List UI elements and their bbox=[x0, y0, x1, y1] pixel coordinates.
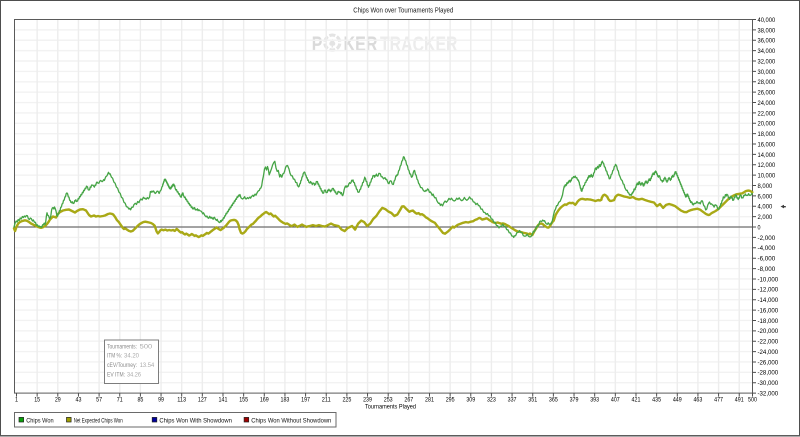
svg-text:99: 99 bbox=[158, 396, 164, 403]
svg-text:36,000: 36,000 bbox=[758, 38, 776, 45]
svg-text:2,000: 2,000 bbox=[758, 214, 773, 221]
svg-text:15: 15 bbox=[34, 396, 40, 403]
svg-text:8,000: 8,000 bbox=[758, 183, 773, 190]
svg-text:P: P bbox=[312, 32, 323, 56]
svg-text:34.20: 34.20 bbox=[124, 353, 139, 360]
svg-text:71: 71 bbox=[117, 396, 123, 403]
svg-text:26,000: 26,000 bbox=[758, 90, 776, 97]
svg-text:-22,000: -22,000 bbox=[758, 339, 779, 346]
svg-text:337: 337 bbox=[508, 396, 517, 403]
svg-text:323: 323 bbox=[487, 396, 496, 403]
svg-text:351: 351 bbox=[528, 396, 537, 403]
svg-text:-28,000: -28,000 bbox=[758, 370, 779, 377]
svg-text:113: 113 bbox=[177, 396, 186, 403]
svg-text:491: 491 bbox=[735, 396, 744, 403]
svg-text:-6,000: -6,000 bbox=[758, 256, 776, 263]
svg-text:-10,000: -10,000 bbox=[758, 276, 779, 283]
svg-text:85: 85 bbox=[137, 396, 143, 403]
svg-text:0: 0 bbox=[758, 224, 761, 231]
svg-text:-2,000: -2,000 bbox=[758, 235, 776, 242]
svg-text:13.54: 13.54 bbox=[140, 362, 155, 369]
svg-text:-16,000: -16,000 bbox=[758, 307, 779, 314]
svg-text:ITM %:: ITM %: bbox=[107, 353, 122, 360]
svg-text:Chips Won Without Showdown: Chips Won Without Showdown bbox=[251, 417, 331, 424]
svg-text:34,000: 34,000 bbox=[758, 48, 776, 55]
svg-text:267: 267 bbox=[404, 396, 413, 403]
svg-text:30,000: 30,000 bbox=[758, 69, 776, 76]
svg-text:Tournaments:: Tournaments: bbox=[107, 343, 137, 350]
svg-text:211: 211 bbox=[322, 396, 331, 403]
svg-text:-30,000: -30,000 bbox=[758, 380, 779, 387]
svg-text:Chips Won: Chips Won bbox=[26, 417, 54, 424]
svg-text:4,000: 4,000 bbox=[758, 204, 773, 211]
svg-text:-18,000: -18,000 bbox=[758, 318, 779, 325]
svg-text:18,000: 18,000 bbox=[758, 131, 776, 138]
svg-text:1: 1 bbox=[15, 396, 18, 403]
svg-text:29: 29 bbox=[55, 396, 61, 403]
svg-text:TRACKER: TRACKER bbox=[380, 32, 458, 56]
svg-text:57: 57 bbox=[96, 396, 102, 403]
svg-text:435: 435 bbox=[652, 396, 661, 403]
svg-text:407: 407 bbox=[611, 396, 620, 403]
svg-text:24,000: 24,000 bbox=[758, 100, 776, 107]
svg-text:155: 155 bbox=[239, 396, 248, 403]
svg-text:Chips Won over Tournaments Pla: Chips Won over Tournaments Played bbox=[353, 5, 453, 14]
svg-text:183: 183 bbox=[280, 396, 289, 403]
svg-text:32,000: 32,000 bbox=[758, 58, 776, 65]
svg-text:253: 253 bbox=[384, 396, 393, 403]
svg-text:20,000: 20,000 bbox=[758, 121, 776, 128]
svg-text:-26,000: -26,000 bbox=[758, 359, 779, 366]
svg-text:12,000: 12,000 bbox=[758, 162, 776, 169]
svg-text:KER: KER bbox=[344, 32, 378, 56]
svg-text:393: 393 bbox=[590, 396, 599, 403]
svg-text:-20,000: -20,000 bbox=[758, 328, 779, 335]
svg-text:43: 43 bbox=[76, 396, 82, 403]
svg-text:Tournaments Played: Tournaments Played bbox=[365, 404, 416, 411]
svg-text:14,000: 14,000 bbox=[758, 152, 776, 159]
svg-text:-32,000: -32,000 bbox=[758, 391, 779, 398]
svg-text:421: 421 bbox=[632, 396, 641, 403]
svg-text:16,000: 16,000 bbox=[758, 141, 776, 148]
svg-text:477: 477 bbox=[714, 396, 723, 403]
svg-text:295: 295 bbox=[446, 396, 455, 403]
svg-text:500: 500 bbox=[748, 396, 757, 403]
svg-text:-8,000: -8,000 bbox=[758, 266, 776, 273]
svg-text:309: 309 bbox=[466, 396, 475, 403]
svg-text:-24,000: -24,000 bbox=[758, 349, 779, 356]
svg-text:239: 239 bbox=[363, 396, 372, 403]
svg-text:-14,000: -14,000 bbox=[758, 297, 779, 304]
svg-text:500: 500 bbox=[140, 343, 153, 350]
svg-text:127: 127 bbox=[198, 396, 207, 403]
svg-text:449: 449 bbox=[673, 396, 682, 403]
svg-text:40,000: 40,000 bbox=[758, 17, 776, 24]
svg-text:6,000: 6,000 bbox=[758, 193, 773, 200]
svg-text:38,000: 38,000 bbox=[758, 27, 776, 34]
svg-text:-4,000: -4,000 bbox=[758, 245, 776, 252]
svg-text:379: 379 bbox=[570, 396, 579, 403]
svg-text:169: 169 bbox=[260, 396, 269, 403]
svg-text:-12,000: -12,000 bbox=[758, 287, 779, 294]
svg-text:cEV/Tourney:: cEV/Tourney: bbox=[107, 362, 137, 369]
svg-text:Chips Won With Showdown: Chips Won With Showdown bbox=[159, 417, 232, 424]
svg-text:365: 365 bbox=[549, 396, 558, 403]
svg-text:141: 141 bbox=[219, 396, 228, 403]
svg-text:Net Expected Chips Won: Net Expected Chips Won bbox=[74, 417, 123, 424]
svg-text:197: 197 bbox=[301, 396, 310, 403]
svg-text:22,000: 22,000 bbox=[758, 110, 776, 117]
svg-text:463: 463 bbox=[693, 396, 702, 403]
svg-text:34.26: 34.26 bbox=[127, 371, 141, 378]
svg-text:28,000: 28,000 bbox=[758, 79, 776, 86]
svg-text:10,000: 10,000 bbox=[758, 173, 776, 180]
svg-text:225: 225 bbox=[342, 396, 351, 403]
svg-text:EV ITM:: EV ITM: bbox=[107, 371, 125, 378]
svg-text:281: 281 bbox=[425, 396, 434, 403]
